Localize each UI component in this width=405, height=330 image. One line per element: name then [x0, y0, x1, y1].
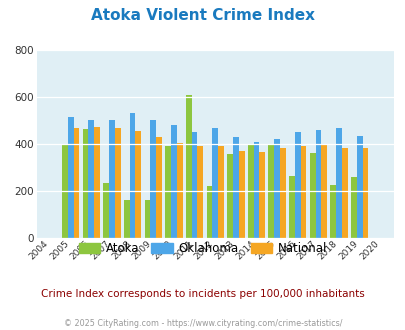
Bar — [156, 137, 162, 238]
Bar — [309, 153, 315, 238]
Bar — [68, 116, 73, 238]
Bar — [259, 151, 264, 238]
Bar — [268, 145, 273, 238]
Bar — [227, 154, 232, 238]
Legend: Atoka, Oklahoma, National: Atoka, Oklahoma, National — [74, 237, 331, 260]
Bar — [212, 128, 217, 238]
Text: Crime Index corresponds to incidents per 100,000 inhabitants: Crime Index corresponds to incidents per… — [41, 289, 364, 299]
Bar — [124, 200, 129, 238]
Bar — [115, 128, 120, 238]
Bar — [330, 185, 335, 238]
Bar — [171, 125, 176, 238]
Bar — [320, 144, 326, 238]
Bar — [185, 95, 191, 238]
Bar — [273, 139, 279, 238]
Text: Atoka Violent Crime Index: Atoka Violent Crime Index — [91, 8, 314, 23]
Bar — [191, 132, 197, 238]
Bar — [253, 142, 259, 238]
Bar — [62, 144, 68, 238]
Bar — [88, 120, 94, 238]
Bar — [176, 143, 182, 238]
Bar — [341, 148, 347, 238]
Bar — [109, 120, 115, 238]
Bar — [232, 137, 238, 238]
Bar — [279, 148, 285, 238]
Bar — [335, 128, 341, 238]
Bar — [197, 146, 202, 238]
Bar — [315, 130, 320, 238]
Bar — [144, 200, 150, 238]
Bar — [238, 151, 244, 238]
Bar — [300, 147, 306, 238]
Bar — [350, 177, 356, 238]
Bar — [247, 145, 253, 238]
Bar — [165, 146, 171, 238]
Bar — [129, 113, 135, 238]
Bar — [356, 137, 362, 238]
Bar — [217, 146, 223, 238]
Bar — [103, 183, 109, 238]
Bar — [135, 131, 141, 238]
Bar — [82, 129, 88, 238]
Bar — [73, 128, 79, 238]
Bar — [150, 120, 156, 238]
Bar — [206, 186, 212, 238]
Bar — [94, 127, 100, 238]
Text: © 2025 CityRating.com - https://www.cityrating.com/crime-statistics/: © 2025 CityRating.com - https://www.city… — [64, 319, 341, 328]
Bar — [294, 132, 300, 238]
Bar — [362, 148, 367, 238]
Bar — [288, 176, 294, 238]
